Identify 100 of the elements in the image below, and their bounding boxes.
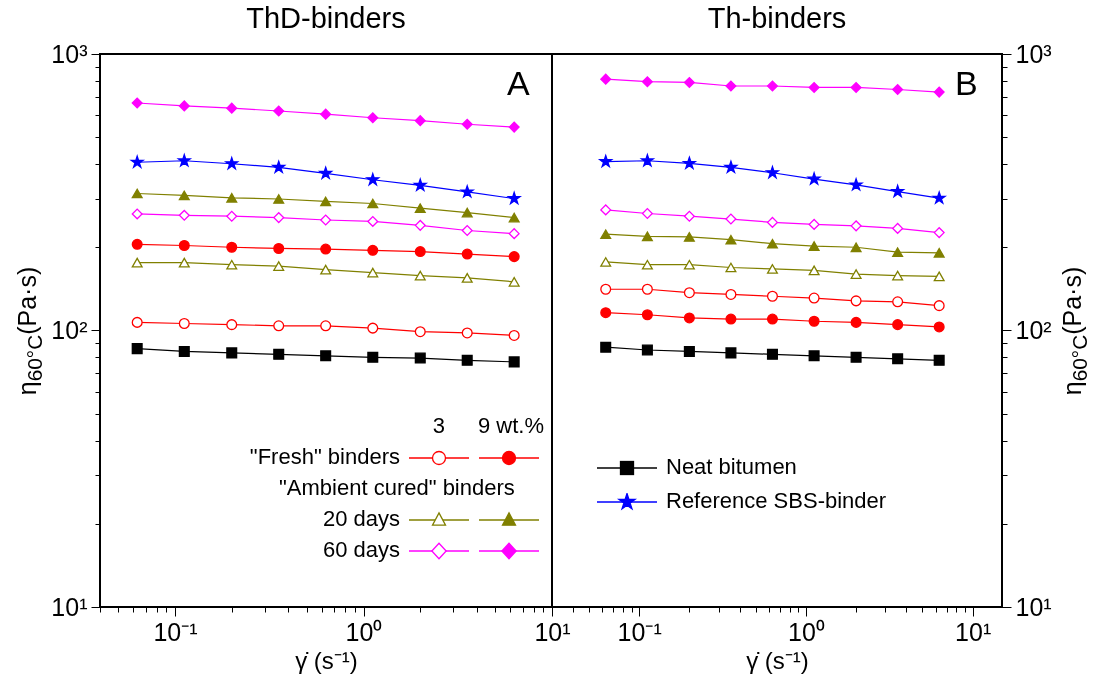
point <box>461 118 473 130</box>
point <box>508 276 520 287</box>
point <box>320 108 332 120</box>
point <box>273 261 285 271</box>
point <box>131 238 143 250</box>
point <box>600 307 612 319</box>
chart-title: ThD-binders <box>246 2 406 34</box>
point <box>766 313 778 325</box>
point <box>226 241 238 253</box>
point <box>226 102 238 114</box>
point <box>849 178 863 191</box>
point <box>131 343 143 355</box>
point <box>640 154 654 167</box>
point <box>600 204 612 216</box>
point <box>320 243 332 255</box>
point <box>808 81 820 93</box>
x-axis-title: γ̇ (s⁻¹) <box>746 646 809 674</box>
point <box>131 208 143 220</box>
point <box>367 198 379 209</box>
point <box>320 196 332 207</box>
point <box>765 165 779 179</box>
point <box>507 191 521 205</box>
point <box>320 350 332 362</box>
point <box>461 248 473 260</box>
point <box>461 354 473 366</box>
point <box>892 83 904 96</box>
x-tick-label: 10⁻¹ <box>617 617 662 646</box>
point <box>461 224 473 237</box>
point <box>367 215 379 227</box>
point <box>892 296 904 308</box>
point <box>461 273 473 283</box>
y-tick-label: 10¹ <box>1015 592 1052 621</box>
point <box>320 320 332 332</box>
point <box>725 313 737 325</box>
point <box>508 212 520 223</box>
point <box>178 100 190 112</box>
point <box>683 287 695 299</box>
point <box>725 347 737 359</box>
point <box>808 315 820 327</box>
point <box>178 190 190 201</box>
point <box>892 247 904 258</box>
legend-label: Reference SBS-binder <box>665 487 888 515</box>
point <box>933 247 945 258</box>
y-tick-label: 10² <box>1015 316 1052 344</box>
point <box>766 290 778 302</box>
annotation: 3 <box>431 412 447 440</box>
point <box>641 259 653 270</box>
annotation: A <box>507 64 530 103</box>
point <box>273 320 285 332</box>
point <box>933 354 945 366</box>
point <box>892 353 904 365</box>
point <box>600 341 612 353</box>
point <box>725 262 737 273</box>
point <box>683 76 695 88</box>
x-tick-label: 10⁰ <box>788 617 825 646</box>
point <box>414 352 426 364</box>
point <box>367 351 379 363</box>
point <box>850 242 862 253</box>
point <box>367 244 379 256</box>
point <box>413 178 427 191</box>
point <box>131 257 143 268</box>
point <box>808 241 820 251</box>
point <box>766 238 778 249</box>
point <box>320 214 332 226</box>
point <box>366 172 380 186</box>
point <box>508 121 520 133</box>
point <box>641 207 653 219</box>
point <box>725 288 737 300</box>
point <box>226 259 238 270</box>
point <box>766 264 778 274</box>
point <box>320 264 332 275</box>
annotation: "Ambient cured" binders <box>278 474 516 502</box>
point <box>725 234 737 245</box>
point <box>178 239 190 251</box>
point <box>808 218 820 230</box>
point <box>683 259 695 270</box>
point <box>272 160 286 173</box>
point <box>273 348 285 360</box>
point <box>850 351 862 363</box>
point <box>226 319 238 331</box>
point <box>850 269 862 279</box>
point <box>414 203 426 214</box>
annotation: B <box>955 64 978 103</box>
point <box>178 345 190 357</box>
point <box>683 210 695 222</box>
point <box>850 81 862 93</box>
point <box>178 209 190 221</box>
point <box>414 246 426 258</box>
x-axis-title: γ̇ (s⁻¹) <box>295 646 358 674</box>
point <box>508 228 520 240</box>
point <box>367 112 379 124</box>
point <box>177 154 191 167</box>
x-tick-label: 10¹ <box>955 617 992 646</box>
point <box>178 257 190 268</box>
x-tick-label: 10⁰ <box>345 617 383 646</box>
point <box>225 156 239 170</box>
point <box>414 219 426 231</box>
point <box>460 185 474 198</box>
point <box>461 327 473 339</box>
point <box>414 115 426 127</box>
